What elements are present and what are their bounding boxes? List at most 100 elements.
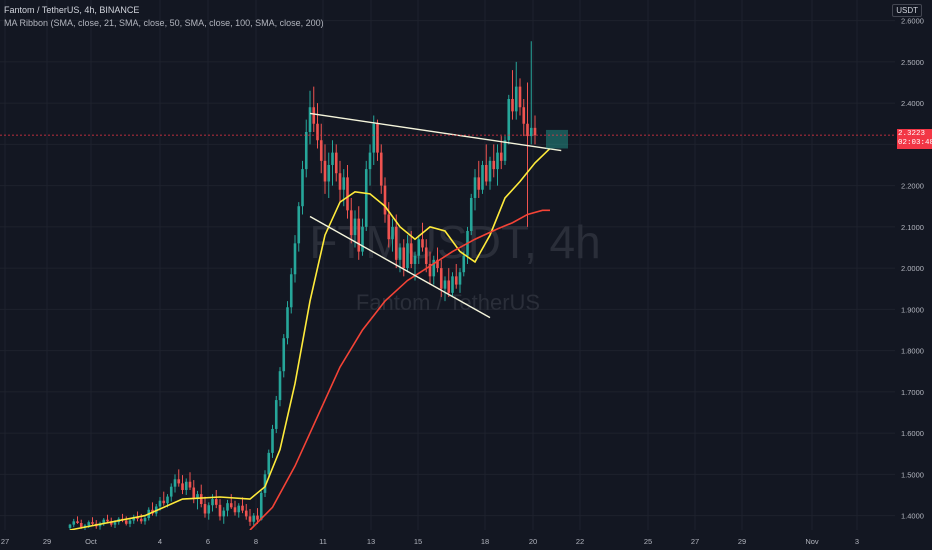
candle: [349, 197, 353, 244]
candle: [282, 334, 286, 378]
watermark-symbol: FTMUSDT, 4h: [309, 216, 600, 268]
candle: [188, 472, 192, 490]
candle: [424, 239, 428, 273]
candle: [477, 160, 481, 198]
candle: [376, 119, 379, 161]
candle: [72, 518, 76, 528]
candle: [364, 160, 368, 231]
candle: [323, 144, 327, 194]
candle: [417, 235, 421, 264]
time-tick-label: 6: [206, 537, 210, 546]
bar-countdown: 02:03:48: [898, 139, 932, 148]
time-tick-label: 22: [576, 537, 584, 546]
candle: [263, 470, 267, 498]
candle: [492, 144, 496, 178]
candle: [391, 218, 394, 252]
candle: [432, 255, 436, 285]
candle: [462, 251, 466, 277]
candle: [177, 469, 181, 487]
candle: [473, 169, 477, 211]
candle: [196, 490, 199, 510]
candle: [91, 517, 94, 526]
price-range-box[interactable]: [546, 129, 568, 149]
current-price-value: 2.3223: [898, 130, 926, 139]
candle: [308, 90, 312, 145]
indicator-legend[interactable]: MA Ribbon (SMA, close, 21, SMA, close, 5…: [4, 18, 324, 28]
candle: [256, 508, 259, 524]
trendline[interactable]: [309, 215, 491, 319]
time-axis[interactable]: 27 29 Oct 4 6 8 11 13 15 18 20 22 25 27 29 Nov 3: [0, 530, 932, 550]
candle: [293, 235, 297, 283]
trendline[interactable]: [309, 112, 562, 152]
price-axis[interactable]: 2.60002.50002.40002.30002.20002.10002.00…: [895, 0, 932, 550]
candle: [252, 513, 256, 528]
candle: [372, 115, 376, 165]
time-tick-label: 8: [254, 537, 258, 546]
candle: [259, 490, 263, 521]
time-tick-label: 4: [158, 537, 162, 546]
price-tick-label: 1.4000: [901, 512, 924, 521]
candle: [379, 144, 383, 194]
candle: [319, 123, 323, 174]
candle: [199, 484, 203, 508]
candle: [214, 489, 218, 509]
candles: [68, 41, 537, 533]
candle: [271, 424, 274, 458]
candle: [522, 98, 526, 137]
candle: [428, 251, 432, 285]
price-tick-label: 2.6000: [901, 17, 924, 26]
candle: [233, 500, 237, 516]
time-tick-label: 3: [855, 537, 859, 546]
candle: [511, 70, 514, 120]
grid: [0, 0, 895, 530]
candle: [289, 268, 293, 314]
candle: [267, 449, 271, 479]
candle: [447, 268, 451, 297]
candle: [184, 478, 188, 495]
price-tick-label: 1.8000: [901, 347, 924, 356]
candle: [312, 86, 316, 132]
candle: [192, 480, 196, 504]
candle: [301, 160, 304, 215]
candle: [226, 499, 229, 517]
candle: [484, 144, 488, 186]
price-tick-label: 2.1000: [901, 223, 924, 232]
candle: [151, 502, 154, 516]
candle: [436, 247, 439, 273]
time-tick-label: 25: [644, 537, 652, 546]
candle: [533, 115, 537, 145]
moving-averages: [69, 147, 551, 531]
candle: [218, 499, 222, 521]
candle: [469, 193, 473, 236]
candle: [387, 202, 391, 248]
time-tick-label: 20: [529, 537, 537, 546]
symbol-title[interactable]: Fantom / TetherUS, 4h, BINANCE: [4, 5, 140, 15]
candle: [274, 395, 278, 434]
time-tick-label: Nov: [805, 537, 819, 546]
candle: [334, 144, 338, 182]
price-tick-label: 2.5000: [901, 58, 924, 67]
candle: [529, 41, 533, 145]
currency-label[interactable]: USDT: [892, 4, 922, 17]
trendlines[interactable]: [309, 112, 568, 319]
candle: [222, 507, 226, 524]
candle: [327, 152, 331, 198]
candle: [76, 516, 79, 524]
candle: [496, 144, 499, 186]
time-tick-label: 11: [319, 537, 327, 546]
candle: [124, 516, 128, 526]
candle: [102, 518, 106, 526]
candle: [304, 119, 308, 178]
candle: [316, 103, 319, 149]
time-axis-bg: [0, 530, 932, 550]
candle: [394, 214, 398, 269]
price-tick-label: 1.9000: [901, 305, 924, 314]
candle: [518, 78, 522, 116]
price-tick-label: 1.5000: [901, 470, 924, 479]
current-price-tag: 2.3223 02:03:48: [897, 129, 932, 150]
ma-21-line: [69, 147, 551, 531]
candle: [421, 222, 424, 252]
candle: [361, 218, 364, 256]
candle: [514, 61, 518, 120]
